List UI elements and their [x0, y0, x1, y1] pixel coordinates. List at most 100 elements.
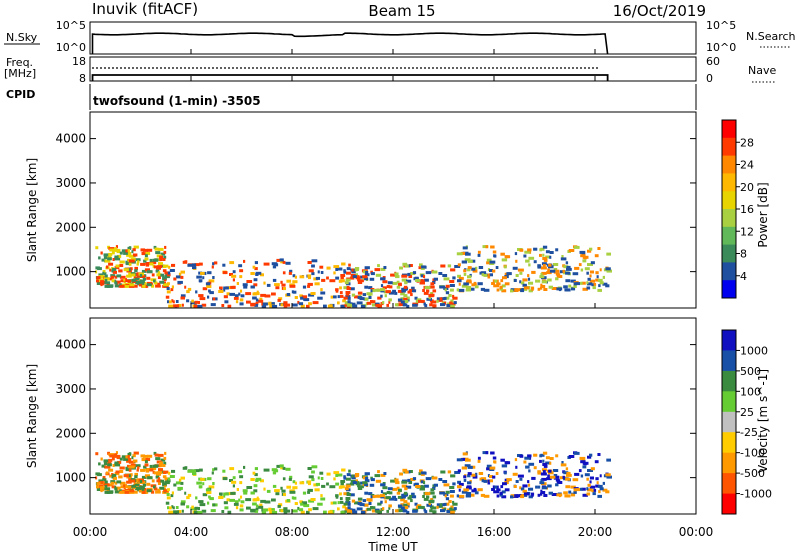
velocity-heatmap — [95, 451, 612, 514]
data-cell — [589, 485, 596, 489]
data-cell — [519, 271, 523, 275]
data-cell — [311, 470, 315, 474]
data-cell — [108, 458, 113, 462]
data-cell — [470, 259, 476, 263]
data-cell — [403, 491, 408, 495]
data-cell — [375, 303, 380, 307]
data-cell — [134, 269, 138, 273]
data-cell — [492, 456, 497, 460]
data-cell — [474, 285, 479, 289]
data-cell — [280, 260, 284, 264]
power-bar-label: Power [dB] — [756, 182, 770, 247]
data-cell — [184, 491, 187, 495]
data-cell — [421, 265, 426, 269]
data-cell — [492, 485, 495, 489]
data-cell — [495, 472, 499, 475]
data-cell — [234, 500, 239, 504]
data-cell — [126, 252, 130, 256]
data-cell — [162, 258, 166, 261]
data-cell — [242, 489, 248, 493]
data-cell — [119, 489, 122, 493]
data-cell — [116, 480, 122, 484]
data-cell — [308, 508, 312, 512]
data-cell — [162, 276, 167, 280]
data-cell — [109, 268, 112, 272]
data-cell — [243, 491, 248, 495]
data-cell — [307, 274, 312, 278]
data-cell — [117, 460, 122, 464]
data-cell — [537, 485, 541, 489]
data-cell — [351, 270, 356, 274]
data-cell — [375, 509, 380, 513]
data-cell — [160, 252, 166, 256]
data-cell — [315, 482, 320, 486]
data-cell — [158, 266, 161, 270]
data-cell — [165, 501, 170, 505]
data-cell — [351, 268, 354, 272]
data-cell — [128, 460, 135, 464]
data-cell — [333, 265, 340, 269]
data-cell — [598, 490, 601, 494]
data-cell — [302, 285, 307, 289]
data-cell — [528, 469, 531, 473]
data-cell — [556, 287, 563, 291]
data-cell — [365, 477, 369, 480]
data-cell — [377, 470, 380, 474]
data-cell — [160, 479, 165, 483]
data-cell — [362, 481, 368, 485]
data-cell — [229, 292, 235, 296]
data-cell — [362, 293, 367, 297]
data-cell — [108, 252, 113, 256]
data-cell — [103, 462, 107, 466]
data-cell — [565, 477, 571, 481]
data-cell — [205, 282, 211, 286]
data-cell — [180, 481, 184, 485]
data-cell — [489, 466, 496, 470]
data-cell — [223, 295, 228, 299]
data-cell — [311, 478, 315, 482]
data-cell — [314, 488, 320, 492]
data-cell — [169, 475, 175, 478]
data-cell — [486, 261, 492, 265]
data-cell — [212, 503, 216, 507]
data-cell — [235, 506, 239, 510]
data-cell — [582, 287, 588, 291]
data-cell — [311, 272, 315, 276]
data-cell — [423, 302, 426, 306]
data-cell — [136, 262, 139, 266]
data-cell — [360, 510, 366, 514]
data-cell — [222, 477, 228, 481]
freq-tick-top: 18 — [72, 55, 86, 68]
data-cell — [442, 480, 448, 483]
data-cell — [442, 274, 448, 277]
data-cell — [587, 277, 591, 281]
data-cell — [194, 469, 200, 473]
data-cell — [402, 303, 408, 307]
data-cell — [139, 282, 144, 286]
data-cell — [504, 282, 510, 286]
data-cell — [298, 508, 304, 512]
data-cell — [445, 291, 450, 295]
data-cell — [101, 258, 105, 262]
data-cell — [364, 479, 370, 483]
data-cell — [186, 505, 190, 509]
data-cell — [527, 274, 530, 278]
colorbar-swatch — [722, 226, 736, 246]
data-cell — [515, 274, 519, 277]
data-cell — [303, 297, 307, 301]
data-cell — [177, 486, 183, 490]
data-cell — [158, 262, 163, 266]
data-cell — [142, 490, 146, 494]
data-cell — [519, 454, 524, 458]
data-cell — [409, 264, 413, 267]
data-cell — [471, 283, 477, 287]
y-tick-label: 4000 — [55, 132, 86, 146]
data-cell — [128, 246, 132, 250]
data-cell — [412, 477, 417, 481]
data-cell — [388, 298, 392, 302]
data-cell — [285, 467, 291, 471]
data-cell — [98, 462, 101, 466]
data-cell — [132, 454, 136, 458]
data-cell — [366, 301, 372, 305]
data-cell — [549, 255, 552, 259]
